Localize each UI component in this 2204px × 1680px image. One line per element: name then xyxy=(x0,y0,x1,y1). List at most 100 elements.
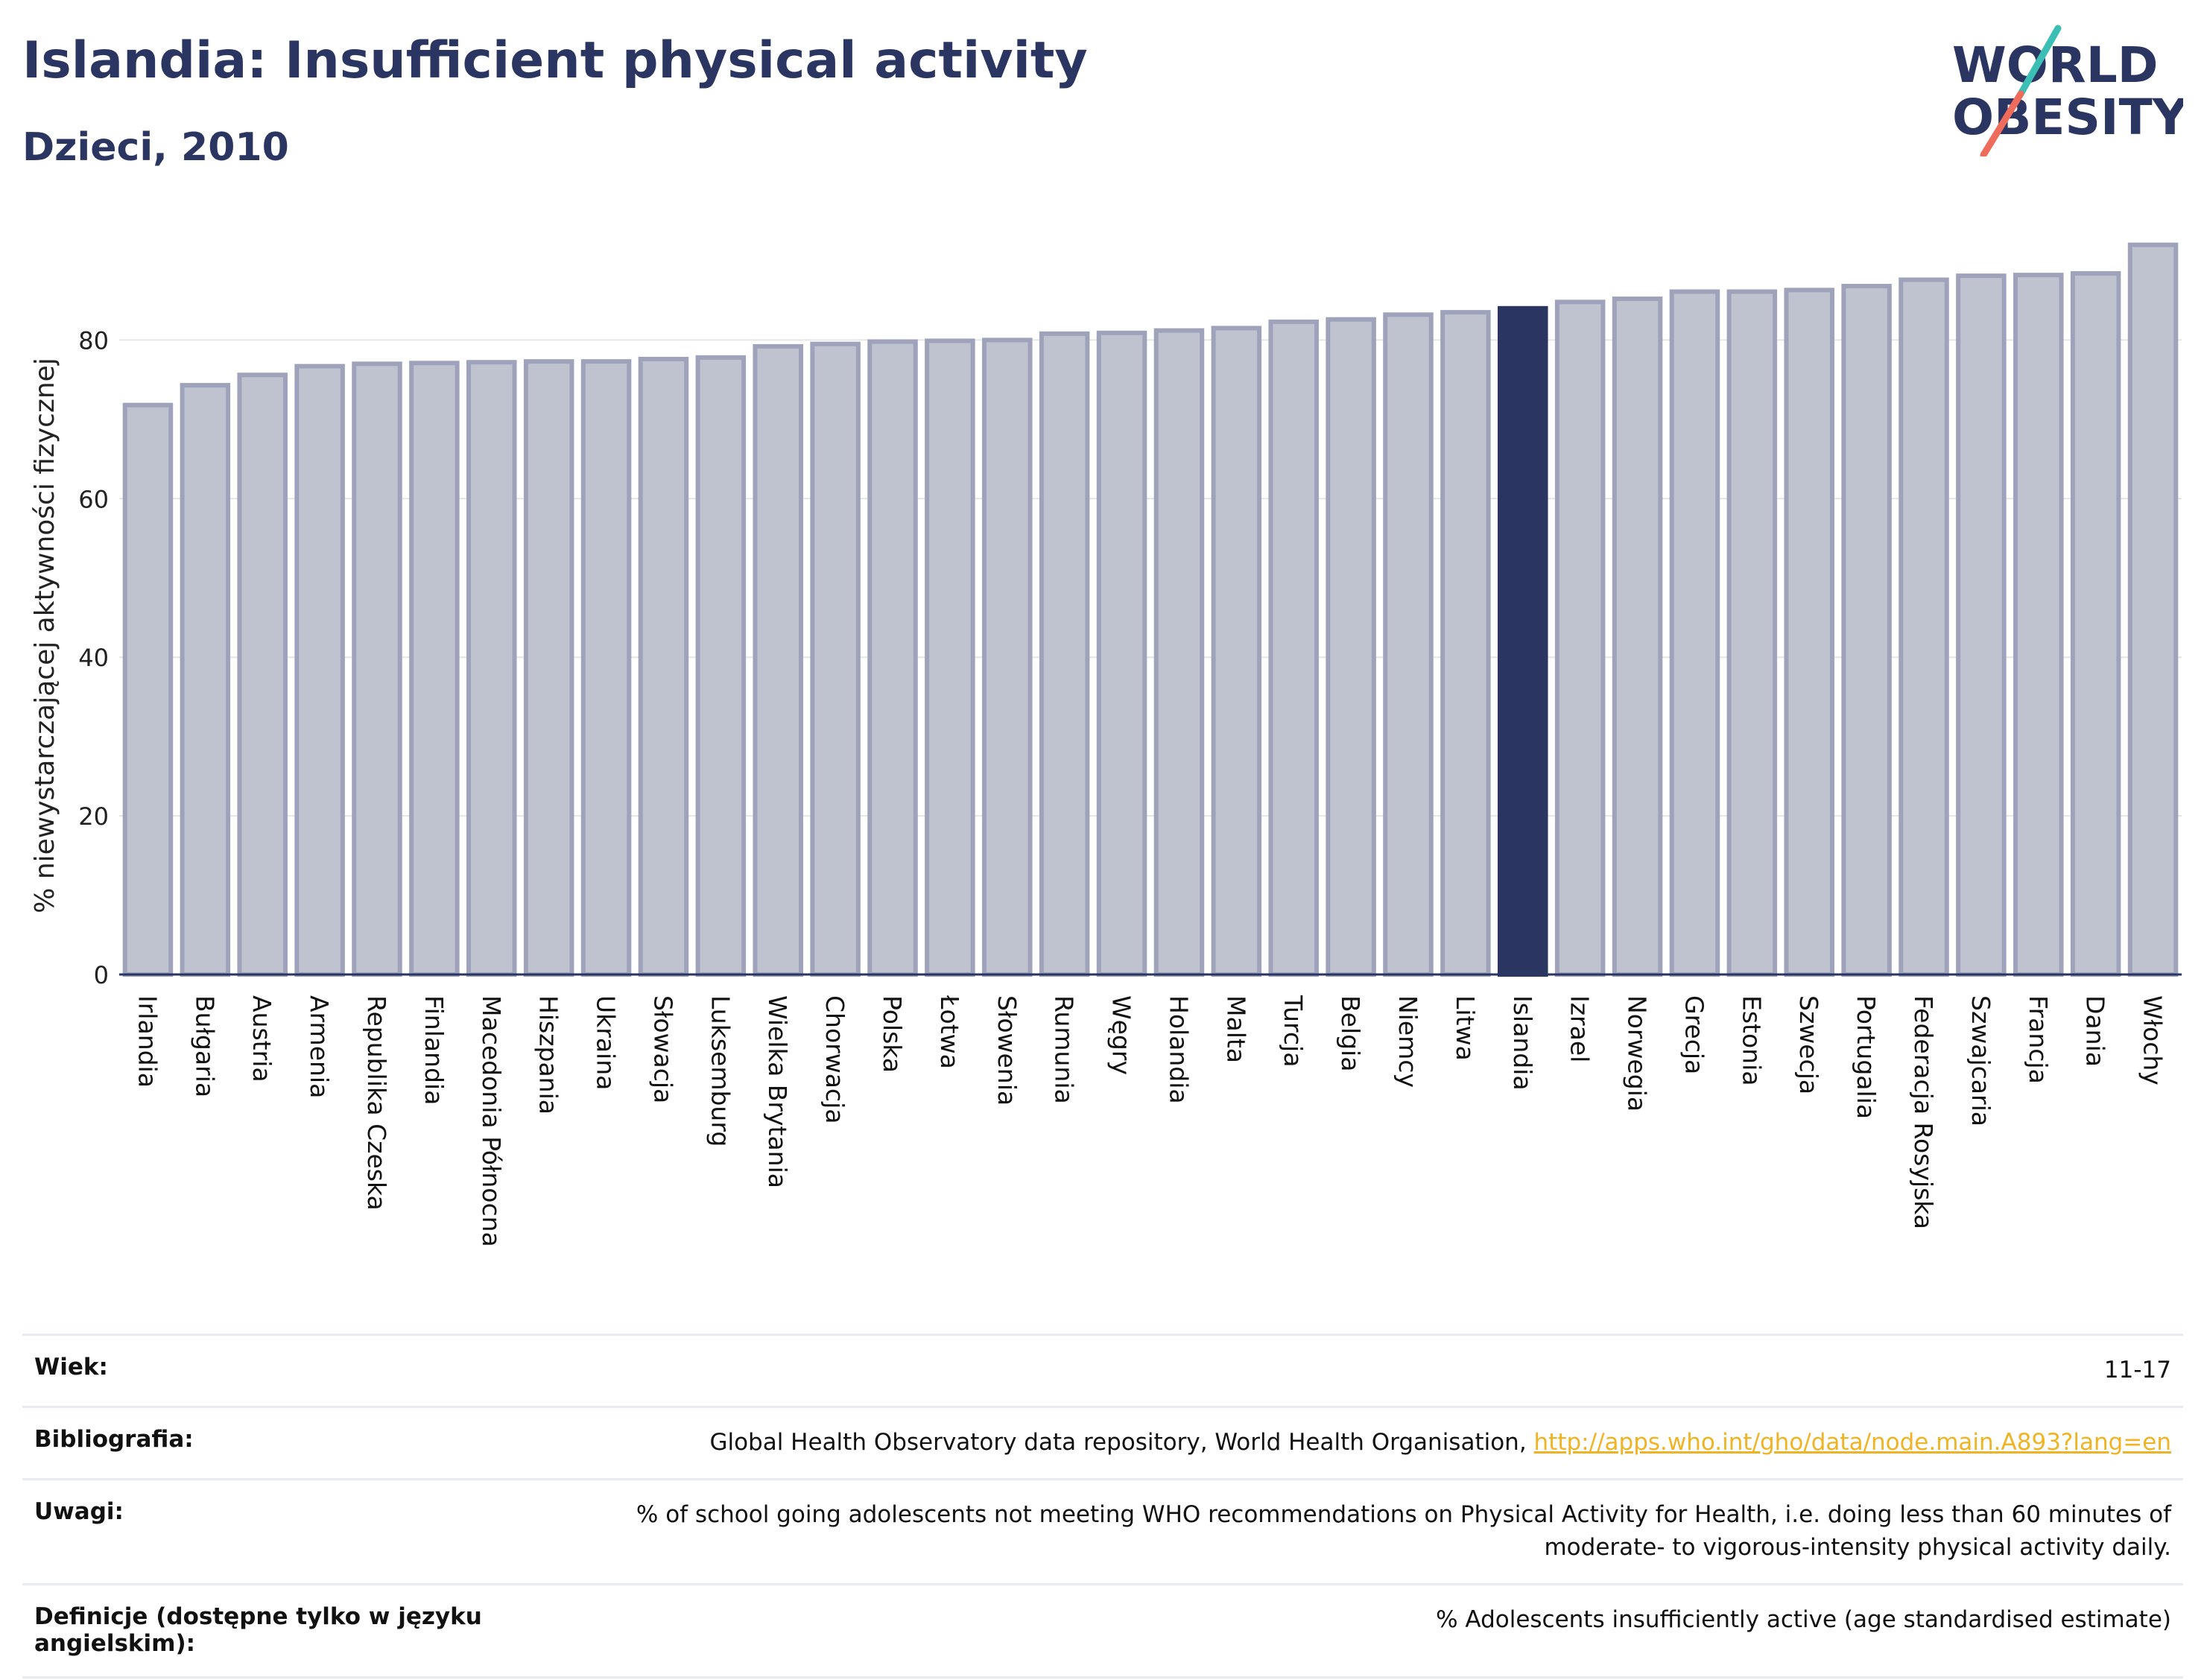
meta-def-value: % Adolescents insufficiently active (age… xyxy=(508,1583,2183,1679)
x-tick-label: Hiszpania xyxy=(534,995,563,1115)
bar-Austria xyxy=(237,373,288,977)
x-tick-label: Luksemburg xyxy=(706,995,735,1147)
x-tick-label: Szwajcaria xyxy=(1966,995,1995,1126)
bar-Islandia xyxy=(1498,305,1548,977)
bar-Hiszpania xyxy=(523,359,574,977)
x-tick-label: Ukraina xyxy=(592,995,621,1090)
grid-lines xyxy=(119,339,2182,817)
meta-notes-line-2: moderate- to vigorous-intensity physical… xyxy=(1544,1534,2171,1561)
x-tick-label: Holandia xyxy=(1164,995,1193,1104)
y-tick-label: 40 xyxy=(78,644,109,672)
bar-Finlandia xyxy=(409,361,460,977)
y-tick-label: 80 xyxy=(78,326,109,355)
meta-row-definitions: Definicje (dostępne tylko w języku angie… xyxy=(22,1583,2183,1679)
x-tick-label: Finlandia xyxy=(419,995,449,1105)
x-tick-label: Norwegia xyxy=(1623,995,1652,1112)
x-tick-label: Turcja xyxy=(1279,995,1308,1067)
meta-notes-label: Uwagi: xyxy=(22,1478,508,1585)
chart-subtitle: Dzieci, 2010 xyxy=(22,125,289,170)
meta-bib-value: Global Health Observatory data repositor… xyxy=(508,1406,2183,1480)
meta-def-label-line-1: Definicje (dostępne tylko w języku xyxy=(34,1603,482,1630)
x-tick-label: Łotwa xyxy=(935,995,964,1069)
bar-Izrael xyxy=(1554,299,1606,977)
y-axis-label: % niewystarczającej aktywności fizycznej xyxy=(30,358,60,913)
x-tick-label: Republika Czeska xyxy=(362,995,391,1211)
x-tick-label: Portugalia xyxy=(1852,995,1881,1119)
bar-Turcja xyxy=(1268,319,1319,977)
meta-bib-label: Bibliografia: xyxy=(22,1406,508,1480)
x-tick-label: Macedonia Północna xyxy=(477,995,506,1247)
meta-bib-link[interactable]: http://apps.who.int/gho/data/node.main.A… xyxy=(1533,1429,2171,1456)
bar-chart: 0 20 40 60 80 Irlandia Bułgaria Austria Armenia… xyxy=(30,242,2182,1247)
bar-Słowacja xyxy=(638,356,689,977)
meta-age-label: Wiek: xyxy=(22,1334,508,1407)
meta-age-value: 11-17 xyxy=(508,1334,2183,1407)
x-tick-label: Niemcy xyxy=(1393,995,1422,1088)
bar-Grecja xyxy=(1669,289,1720,977)
bar-Rumunia xyxy=(1039,331,1090,977)
meta-notes-value: % of school going adolescents not meetin… xyxy=(508,1478,2183,1585)
x-tick-label: Austria xyxy=(247,995,276,1083)
bar-Luksemburg xyxy=(695,355,747,977)
x-tick-label: Polska xyxy=(878,995,907,1073)
x-tick-label: Irlandia xyxy=(133,995,162,1088)
bar-Wielka Brytania xyxy=(753,343,803,977)
x-tick-label: Bułgaria xyxy=(190,995,219,1097)
meta-notes-line-1: % of school going adolescents not meetin… xyxy=(636,1501,2171,1528)
bar-Irlandia xyxy=(122,402,174,977)
bar-Łotwa xyxy=(925,338,975,977)
bar-Portugalia xyxy=(1841,284,1892,977)
x-tick-label: Estonia xyxy=(1737,995,1766,1085)
logo-slash-teal-icon xyxy=(2017,25,2062,98)
x-tick-label: Belgia xyxy=(1336,995,1365,1071)
bar-Norwegia xyxy=(1612,297,1663,977)
bar-Bułgaria xyxy=(180,383,231,977)
x-tick-label: Słowenia xyxy=(992,995,1022,1106)
y-tick-label: 60 xyxy=(78,485,109,513)
x-tick-label: Armenia xyxy=(305,995,334,1098)
x-tick-label: Grecja xyxy=(1679,995,1709,1074)
bar-Polska xyxy=(867,339,918,977)
bar-Ukraina xyxy=(580,359,632,977)
meta-def-label-line-2: angielskim): xyxy=(34,1630,196,1657)
x-tick-label: Izrael xyxy=(1565,995,1595,1062)
bar-Republika Czeska xyxy=(352,361,402,977)
x-tick-label: Włochy xyxy=(2138,995,2167,1085)
y-tick-label: 0 xyxy=(94,961,109,989)
logo-slash-coral-icon xyxy=(1980,90,2024,156)
bar-Dania xyxy=(2070,270,2121,977)
meta-def-label: Definicje (dostępne tylko w języku angie… xyxy=(22,1583,508,1679)
meta-row-bibliography: Bibliografia: Global Health Observatory … xyxy=(22,1406,2183,1480)
logo-line-2: OBESITY xyxy=(1952,89,2183,146)
x-tick-label: Węgry xyxy=(1107,995,1136,1075)
x-tick-label: Federacja Rosyjska xyxy=(1909,995,1938,1229)
bar-Węgry xyxy=(1096,330,1147,977)
bar-Estonia xyxy=(1726,289,1778,977)
x-axis-labels: Irlandia Bułgaria Austria Armenia Republika … xyxy=(133,995,2167,1247)
bar-Chorwacja xyxy=(810,341,861,977)
x-tick-label: Rumunia xyxy=(1050,995,1079,1104)
bar-Szwecja xyxy=(1784,288,1834,977)
y-axis-ticks: 0 20 40 60 80 xyxy=(78,326,109,989)
x-tick-label: Szwecja xyxy=(1794,995,1823,1094)
x-tick-label: Litwa xyxy=(1451,995,1480,1061)
meta-row-age: Wiek: 11-17 xyxy=(22,1334,2183,1407)
bar-Holandia xyxy=(1153,328,1205,977)
bar-Włochy xyxy=(2127,242,2179,977)
x-tick-label: Islandia xyxy=(1508,995,1537,1091)
bar-Niemcy xyxy=(1383,312,1434,977)
x-tick-label: Chorwacja xyxy=(820,995,849,1123)
x-tick-label: Wielka Brytania xyxy=(763,995,792,1188)
bar-Macedonia Północna xyxy=(466,360,517,977)
metadata-table: Wiek: 11-17 Bibliografia: Global Health … xyxy=(22,1334,2183,1679)
bars xyxy=(122,242,2179,977)
bar-Malta xyxy=(1211,326,1262,977)
x-tick-label: Słowacja xyxy=(648,995,677,1103)
chart-title: Islandia: Insufficient physical activity xyxy=(22,31,1088,90)
bar-Litwa xyxy=(1440,310,1491,977)
meta-bib-text: Global Health Observatory data repositor… xyxy=(709,1429,1527,1456)
bar-Belgia xyxy=(1326,317,1376,977)
x-tick-label: Francja xyxy=(2024,995,2053,1084)
bar-Federacja Rosyjska xyxy=(1899,277,1949,977)
bar-Francja xyxy=(2013,273,2064,977)
